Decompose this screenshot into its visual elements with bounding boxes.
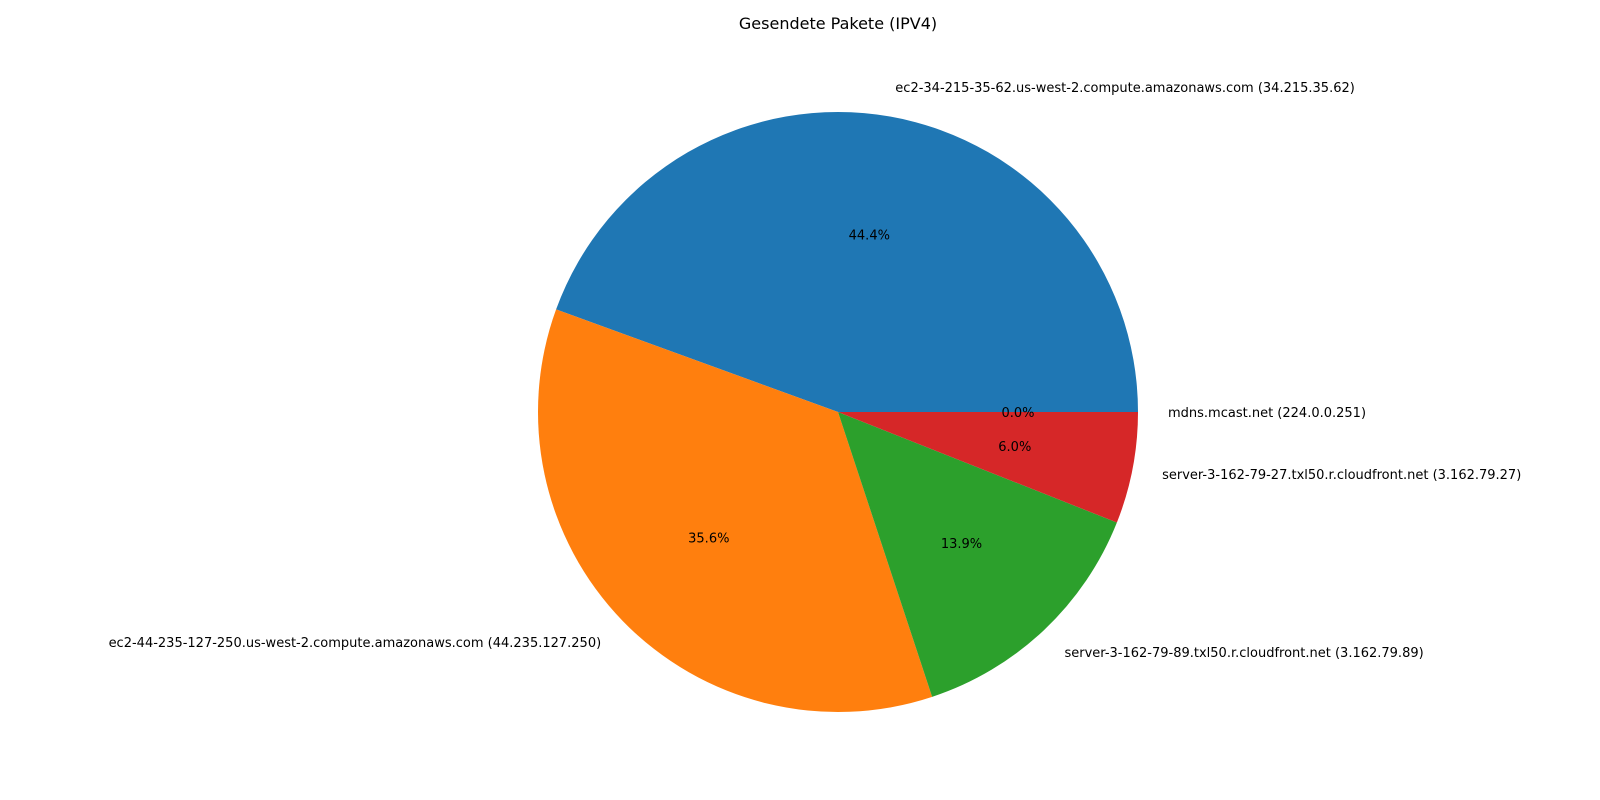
pie-percent-label-0: 44.4% (849, 229, 890, 244)
pie-slice-1 (537, 309, 933, 713)
pie-slice-label-3: server-3-162-79-27.txl50.r.cloudfront.ne… (1162, 468, 1521, 483)
pie-labels: 44.4% ec2-34-215-35-62.us-west-2.compute.… (109, 81, 1522, 661)
pie-percent-label-1: 35.6% (688, 531, 729, 546)
chart-title: Gesendete Pakete (IPV4) (739, 14, 937, 33)
pie-percent-label-3: 6.0% (998, 440, 1031, 455)
pie-slices (537, 111, 1138, 713)
pie-slice-label-2: server-3-162-79-89.txl50.r.cloudfront.ne… (1065, 646, 1424, 661)
pie-slice-label-0: ec2-34-215-35-62.us-west-2.compute.amazo… (895, 81, 1355, 96)
pie-slice-2 (838, 412, 1117, 697)
pie-percent-label-2: 13.9% (941, 537, 982, 552)
pie-slice-label-1: ec2-44-235-127-250.us-west-2.compute.ama… (109, 636, 602, 651)
pie-percent-label-4: 0.0% (1001, 406, 1034, 421)
pie-slice-label-4: mdns.mcast.net (224.0.0.251) (1168, 406, 1366, 421)
pie-slice-0 (556, 111, 1138, 412)
pie-slice-3 (838, 412, 1138, 523)
